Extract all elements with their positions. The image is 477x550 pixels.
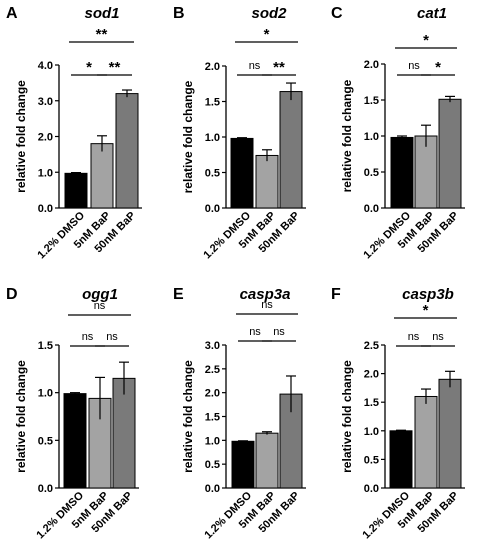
bar <box>64 172 88 209</box>
y-tick-label: 3.0 <box>205 340 220 352</box>
y-axis-label: relative fold change <box>340 360 354 473</box>
significance-label: * <box>86 59 92 76</box>
y-tick-label: 1.5 <box>364 397 379 409</box>
panel-letter: F <box>331 286 341 303</box>
y-tick-label: 0.0 <box>205 483 220 495</box>
y-tick-label: 1.5 <box>364 95 379 107</box>
significance-label: ns <box>249 326 261 338</box>
chart-title: sod2 <box>251 5 287 22</box>
y-axis-label: relative fold change <box>181 360 195 473</box>
y-tick-label: 0.0 <box>364 483 379 495</box>
significance-label: * <box>423 32 429 49</box>
y-axis-label: relative fold change <box>14 80 28 193</box>
y-tick-label: 0.0 <box>38 483 53 495</box>
significance-label: ns <box>408 331 420 343</box>
bar <box>112 377 136 489</box>
panel-letter: E <box>173 286 184 303</box>
panel-letter: B <box>173 5 185 22</box>
significance-label: ns <box>94 300 106 312</box>
significance-label: * <box>423 302 429 319</box>
y-tick-label: 1.0 <box>205 435 220 447</box>
significance-label: * <box>264 26 270 43</box>
significance-label: ns <box>106 331 118 343</box>
bar <box>231 440 255 489</box>
significance-label: ns <box>432 331 444 343</box>
y-tick-label: 1.5 <box>205 97 220 109</box>
y-tick-label: 1.0 <box>364 426 379 438</box>
bar <box>438 98 462 209</box>
panel-letter: A <box>6 5 18 22</box>
y-tick-label: 1.0 <box>38 167 53 179</box>
y-tick-label: 1.0 <box>205 132 220 144</box>
chart-title: casp3a <box>240 286 291 303</box>
y-tick-label: 4.0 <box>38 60 53 72</box>
bar <box>230 137 254 209</box>
y-tick-label: 1.5 <box>205 412 220 424</box>
significance-label: ** <box>96 26 108 43</box>
y-tick-label: 3.0 <box>38 96 53 108</box>
bar <box>389 430 413 489</box>
significance-label: ns <box>82 331 94 343</box>
y-tick-label: 0.0 <box>38 203 53 215</box>
bar <box>279 91 303 209</box>
significance-label: ** <box>109 59 121 76</box>
significance-label: ns <box>408 60 420 72</box>
y-axis-label: relative fold change <box>340 79 354 192</box>
bar <box>63 393 87 489</box>
y-tick-label: 0.5 <box>364 454 379 466</box>
y-tick-label: 2.0 <box>364 59 379 71</box>
panel-letter: C <box>331 5 343 22</box>
y-tick-label: 0.5 <box>364 167 379 179</box>
significance-label: ns <box>261 299 273 311</box>
y-tick-label: 2.0 <box>205 61 220 73</box>
chart-title: cat1 <box>417 5 447 22</box>
significance-label: ns <box>249 60 261 72</box>
bar <box>438 378 462 489</box>
y-tick-label: 2.5 <box>364 340 379 352</box>
y-tick-label: 0.5 <box>205 168 220 180</box>
bar <box>255 154 279 209</box>
bar <box>255 432 279 489</box>
bar <box>414 395 438 489</box>
y-tick-label: 0.0 <box>205 203 220 215</box>
y-axis-label: relative fold change <box>181 80 195 193</box>
y-tick-label: 0.5 <box>205 459 220 471</box>
y-tick-label: 0.5 <box>38 435 53 447</box>
significance-label: * <box>435 59 441 76</box>
significance-label: ** <box>273 59 285 76</box>
y-tick-label: 2.0 <box>38 132 53 144</box>
bar <box>390 136 414 209</box>
y-tick-label: 2.0 <box>205 388 220 400</box>
significance-label: ns <box>273 326 285 338</box>
y-tick-label: 1.0 <box>364 131 379 143</box>
bar <box>115 93 139 209</box>
chart-title: casp3b <box>402 286 454 303</box>
y-tick-label: 1.5 <box>38 340 53 352</box>
chart-title: sod1 <box>84 5 119 22</box>
y-tick-label: 2.5 <box>205 364 220 376</box>
chart-title: ogg1 <box>82 286 118 303</box>
y-tick-label: 1.0 <box>38 388 53 400</box>
y-tick-label: 2.0 <box>364 369 379 381</box>
y-axis-label: relative fold change <box>14 360 28 473</box>
y-tick-label: 0.0 <box>364 203 379 215</box>
bar <box>90 143 114 209</box>
panel-letter: D <box>6 286 18 303</box>
